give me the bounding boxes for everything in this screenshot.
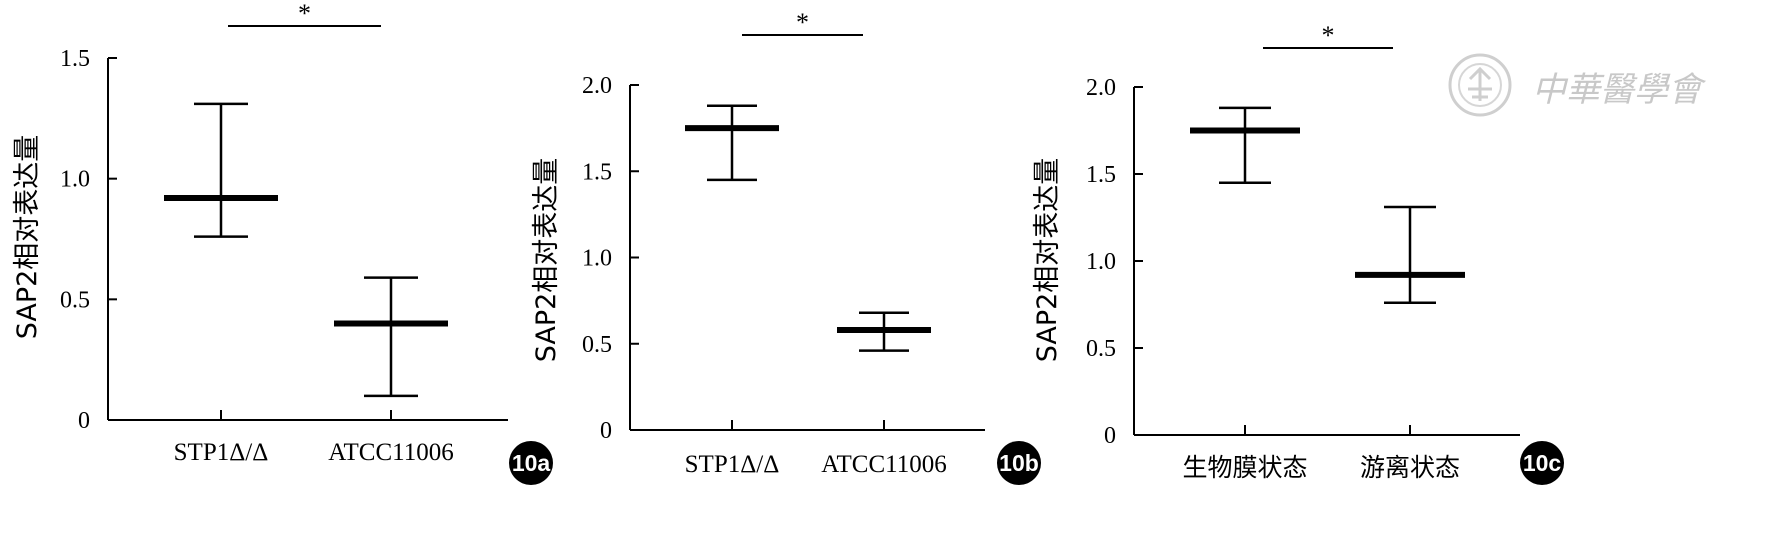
data-mark-0 xyxy=(1190,106,1300,184)
watermark: 中華醫學會 xyxy=(1448,53,1707,117)
panel-label: 10c xyxy=(1523,450,1562,476)
x-category-label: ATCC11006 xyxy=(328,439,453,466)
y-axis-label: SAP2相对表达量 xyxy=(531,158,562,363)
x-category-label: ATCC11006 xyxy=(821,451,946,478)
y-tick-label: 1.5 xyxy=(582,159,612,185)
significance-marker: * xyxy=(1322,21,1335,50)
data-mark-1 xyxy=(837,311,931,352)
panel-badge: 10a xyxy=(509,441,553,485)
significance-marker: * xyxy=(298,0,311,28)
x-category-label: 游离状态 xyxy=(1360,453,1460,482)
significance-marker: * xyxy=(796,8,809,37)
watermark-text: 中華醫學會 xyxy=(1532,70,1707,110)
data-mark-0 xyxy=(685,104,779,182)
x-category-label: STP1Δ/Δ xyxy=(174,439,269,466)
panel-badge-circle xyxy=(509,441,553,485)
panel-badge: 10b xyxy=(997,441,1041,485)
y-tick-label: 0 xyxy=(600,418,612,444)
data-mark-1 xyxy=(1355,205,1465,305)
data-mark-0 xyxy=(164,102,278,238)
y-axis-label: SAP2相对表达量 xyxy=(12,135,43,340)
y-tick-label: 0 xyxy=(1104,423,1116,449)
y-tick-label: 1.0 xyxy=(1086,249,1116,275)
x-category-label: STP1Δ/Δ xyxy=(685,451,780,478)
y-tick-label: 1.5 xyxy=(60,46,90,72)
y-tick-label: 0 xyxy=(78,408,90,434)
y-tick-label: 0.5 xyxy=(60,287,90,313)
panel-label: 10b xyxy=(999,450,1039,476)
y-tick-label: 2.0 xyxy=(582,73,612,99)
y-tick-label: 1.0 xyxy=(60,167,90,193)
data-mark-1 xyxy=(334,276,448,398)
chart-panel-10b: 0 0.5 1.0 1.5 2.0 SAP2相对表达量 STP1Δ/Δ ATCC11006 * 1… xyxy=(531,8,1041,485)
y-tick-label: 0.5 xyxy=(1086,336,1116,362)
panel-label: 10a xyxy=(512,450,551,476)
panel-badge-circle xyxy=(997,441,1041,485)
y-tick-label: 0.5 xyxy=(582,332,612,358)
y-axis-label: SAP2相对表达量 xyxy=(1032,158,1063,363)
y-tick-label: 1.5 xyxy=(1086,162,1116,188)
chart-panel-10a: 0 0.5 1.0 1.5 SAP2相对表达量 STP1Δ/Δ ATCC11006 * 10a xyxy=(12,0,553,485)
panel-badge-circle xyxy=(1520,441,1564,485)
society-seal-icon xyxy=(1448,53,1512,117)
y-tick-label: 2.0 xyxy=(1086,75,1116,101)
panel-badge: 10c xyxy=(1520,441,1564,485)
x-category-label: 生物膜状态 xyxy=(1182,453,1307,482)
y-tick-label: 1.0 xyxy=(582,246,612,272)
